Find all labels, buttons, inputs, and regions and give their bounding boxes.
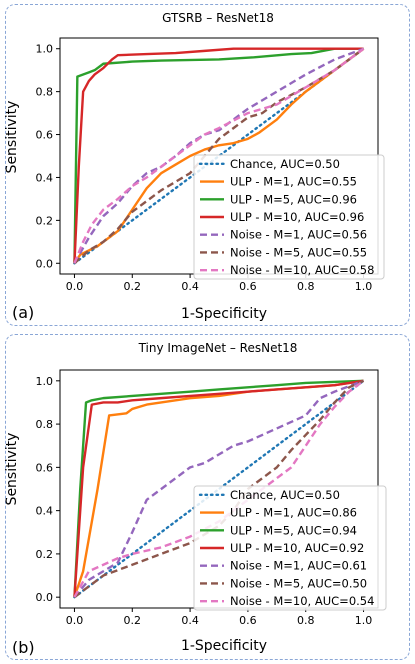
panel-label: (b) [12,638,35,657]
legend-box [193,154,385,280]
legend-entry: Noise - M=10, AUC=0.54 [230,594,374,608]
panel-b-frame [5,334,410,660]
series-line-6 [73,47,365,265]
legend-entry: Noise - M=1, AUC=0.56 [230,228,367,242]
legend-entry: ULP - M=10, AUC=0.92 [230,541,364,555]
roc-chart-gtsrb: GTSRB – ResNet18 0.0 0.0 0.2 0.2 0.4 0.4 0.6 0.6… [4,11,385,322]
y-tick-label: 0.8 [36,418,54,431]
y-tick-label: 0.6 [36,461,54,474]
legend-entry: ULP - M=10, AUC=0.96 [230,210,364,224]
legend-entry: ULP - M=1, AUC=0.86 [230,506,357,520]
legend-box [193,485,387,611]
x-tick-label: 1.0 [355,614,373,627]
series-line-4 [73,47,364,264]
legend-entry: Noise - M=10, AUC=0.58 [230,263,374,277]
x-tick-label: 0.2 [124,280,142,293]
chart-title: GTSRB – ResNet18 [162,11,274,25]
x-axis-label: 1-Specificity [181,638,267,654]
x-tick-label: 0.4 [181,280,199,293]
y-tick-label: 0.2 [36,548,54,561]
y-axis-label: Sensitivity [4,433,20,506]
x-tick-label: 0.0 [66,280,84,293]
legend-entry: ULP - M=5, AUC=0.94 [230,523,357,537]
panel-a-frame [5,4,410,326]
x-tick-label: 0.2 [124,614,142,627]
y-tick-label: 0.2 [36,214,54,227]
x-tick-label: 0.8 [297,280,315,293]
series-line-7 [73,47,365,264]
legend-entry: Noise - M=5, AUC=0.55 [230,245,367,259]
series-line-3 [73,379,364,598]
legend-entry: Chance, AUC=0.50 [230,157,340,171]
x-tick-label: 0.8 [297,614,315,627]
x-tick-label: 0.6 [239,614,257,627]
y-tick-label: 0.0 [36,257,54,270]
series-line-4 [73,379,364,598]
legend-entry: Noise - M=1, AUC=0.61 [230,559,367,573]
legend-entry: ULP - M=1, AUC=0.55 [230,175,357,189]
y-tick-label: 0.6 [36,129,54,142]
y-tick-label: 0.0 [36,591,54,604]
y-tick-label: 0.4 [36,171,54,184]
panel-label: (a) [12,303,34,322]
y-tick-label: 0.8 [36,86,54,99]
legend-entry: ULP - M=5, AUC=0.96 [230,192,357,206]
series-line-3 [73,47,364,264]
y-tick-label: 1.0 [36,375,54,388]
y-tick-label: 1.0 [36,43,54,56]
x-axis-label: 1-Specificity [181,306,267,322]
y-axis-label: Sensitivity [4,101,20,174]
roc-chart-tiny-imagenet: Tiny ImageNet – ResNet18 0.0 0.0 0.2 0.2 0.4 0… [4,341,387,657]
legend-entry: Noise - M=5, AUC=0.50 [230,576,367,590]
series-line-1 [73,47,365,265]
y-tick-label: 0.4 [36,505,54,518]
x-tick-label: 0.0 [66,614,84,627]
chart-title: Tiny ImageNet – ResNet18 [138,341,298,355]
series-line-5 [73,379,364,598]
x-tick-label: 1.0 [355,280,373,293]
legend-entry: Chance, AUC=0.50 [230,488,340,502]
x-tick-label: 0.4 [181,614,199,627]
x-tick-label: 0.6 [239,280,257,293]
